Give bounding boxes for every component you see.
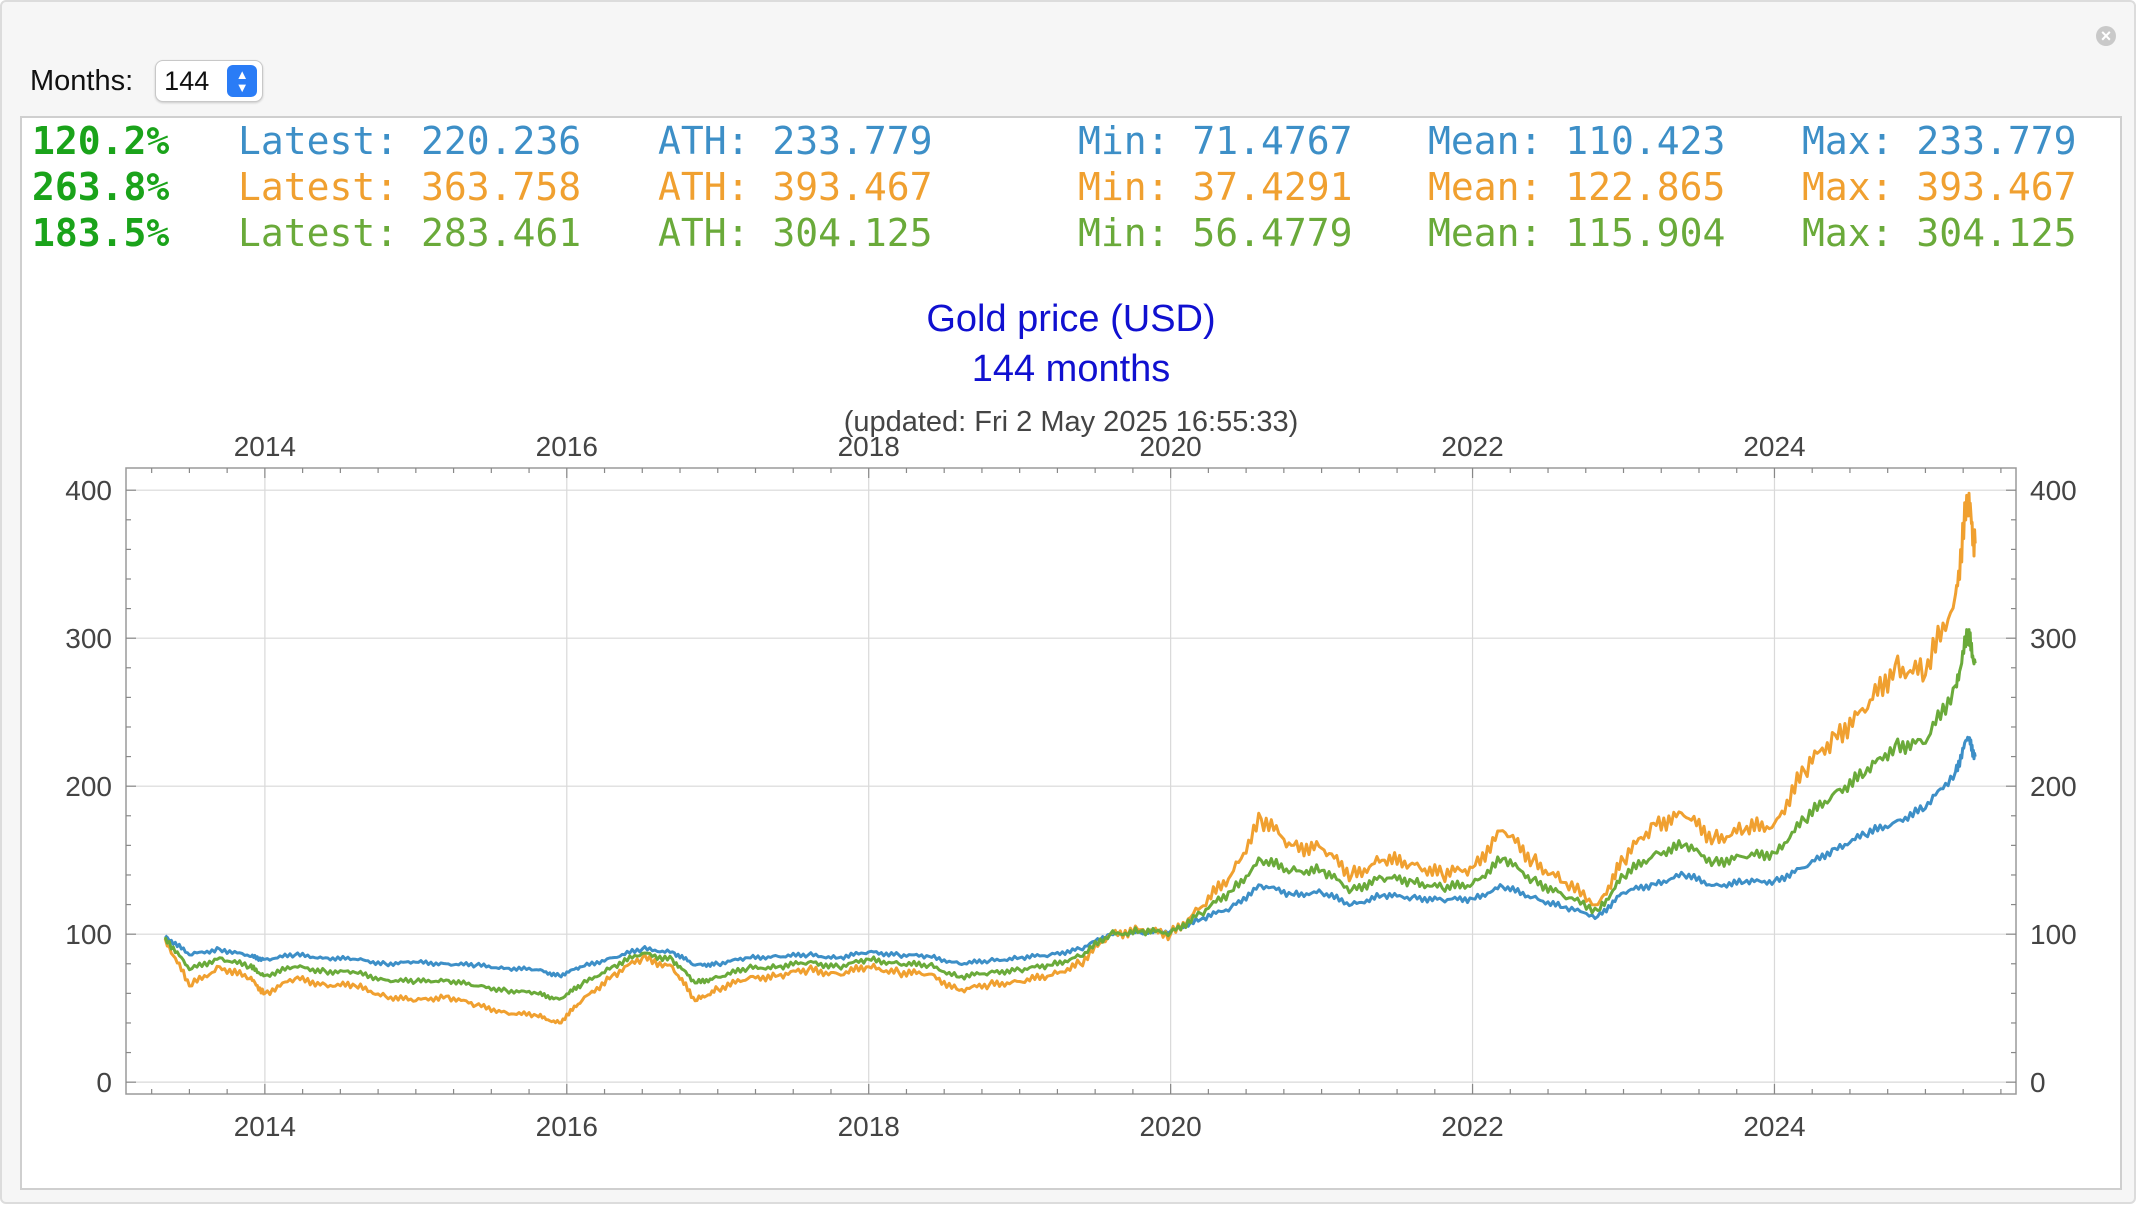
stats-row: 263.8% Latest: 363.758 ATH: 393.467 Min:… xyxy=(32,164,2112,210)
series-line xyxy=(163,628,1977,1001)
stat-max: Max: 233.779 xyxy=(1802,119,2077,163)
y-tick-label-left: 200 xyxy=(65,771,112,802)
x-tick-label-bottom: 2020 xyxy=(1139,1111,1201,1142)
x-tick-label-bottom: 2022 xyxy=(1441,1111,1503,1142)
stat-ath: ATH: 233.779 xyxy=(658,119,933,163)
output-area: 120.2% Latest: 220.236 ATH: 233.779 Min:… xyxy=(20,116,2122,1190)
gold-price-chart: 2014 2014 2016 2016 2018 2018 2020 2020 2022 2022… xyxy=(65,431,2077,1142)
stat-mean: Mean: 122.865 xyxy=(1428,165,1726,209)
y-tick-label-right: 300 xyxy=(2030,623,2077,654)
stat-max: Max: 393.467 xyxy=(1802,165,2077,209)
stat-pct: 263.8% xyxy=(32,165,170,209)
close-icon[interactable]: × xyxy=(2096,26,2116,46)
x-tick-label-bottom: 2014 xyxy=(234,1111,296,1142)
y-tick-label-right: 100 xyxy=(2030,919,2077,950)
stat-ath: ATH: 393.467 xyxy=(658,165,933,209)
stat-mean: Mean: 110.423 xyxy=(1428,119,1726,163)
stat-min: Min: 71.4767 xyxy=(1078,119,1353,163)
y-tick-label-left: 100 xyxy=(65,919,112,950)
stats-row: 120.2% Latest: 220.236 ATH: 233.779 Min:… xyxy=(32,118,2112,164)
y-tick-label-left: 300 xyxy=(65,623,112,654)
stat-min: Min: 56.4779 xyxy=(1078,211,1353,255)
stat-min: Min: 37.4291 xyxy=(1078,165,1353,209)
stat-pct: 120.2% xyxy=(32,119,170,163)
stat-latest: Latest: 363.758 xyxy=(238,165,582,209)
chart-subtitle: 144 months xyxy=(971,348,1171,390)
x-tick-label-top: 2020 xyxy=(1139,431,1201,462)
x-tick-label-top: 2018 xyxy=(838,431,900,462)
stat-ath: ATH: 304.125 xyxy=(658,211,933,255)
months-select[interactable]: 144 ▲ ▼ xyxy=(155,60,264,102)
stat-latest: Latest: 220.236 xyxy=(238,119,582,163)
x-tick-label-bottom: 2024 xyxy=(1743,1111,1805,1142)
x-tick-label-bottom: 2016 xyxy=(536,1111,598,1142)
y-tick-label-right: 0 xyxy=(2030,1067,2046,1098)
series-line xyxy=(164,735,1977,979)
y-tick-label-left: 0 xyxy=(96,1067,112,1098)
x-tick-label-top: 2014 xyxy=(234,431,296,462)
stat-pct: 183.5% xyxy=(32,211,170,255)
stat-latest: Latest: 283.461 xyxy=(238,211,582,255)
y-tick-label-right: 200 xyxy=(2030,771,2077,802)
stats-row: 183.5% Latest: 283.461 ATH: 304.125 Min:… xyxy=(32,210,2112,256)
months-select-value: 144 xyxy=(164,65,210,96)
stat-max: Max: 304.125 xyxy=(1802,211,2077,255)
months-label: Months: xyxy=(30,64,134,97)
updated-timestamp: (updated: Fri 2 May 2025 16:55:33) xyxy=(843,406,1299,438)
plot-frame xyxy=(125,467,2017,1095)
stat-mean: Mean: 115.904 xyxy=(1428,211,1726,255)
x-tick-label-top: 2022 xyxy=(1441,431,1503,462)
series-line xyxy=(163,491,1977,1025)
y-tick-label-left: 400 xyxy=(65,475,112,506)
x-tick-label-bottom: 2018 xyxy=(838,1111,900,1142)
chart-title: Gold price (USD) xyxy=(926,298,1216,340)
x-tick-label-top: 2016 xyxy=(536,431,598,462)
x-tick-label-top: 2024 xyxy=(1743,431,1805,462)
y-tick-label-right: 400 xyxy=(2030,475,2077,506)
controls-row: Months: 144 ▲ ▼ xyxy=(30,58,264,104)
updown-chevron-icon: ▲ ▼ xyxy=(227,65,258,97)
stats-table: 120.2% Latest: 220.236 ATH: 233.779 Min:… xyxy=(32,118,2112,256)
